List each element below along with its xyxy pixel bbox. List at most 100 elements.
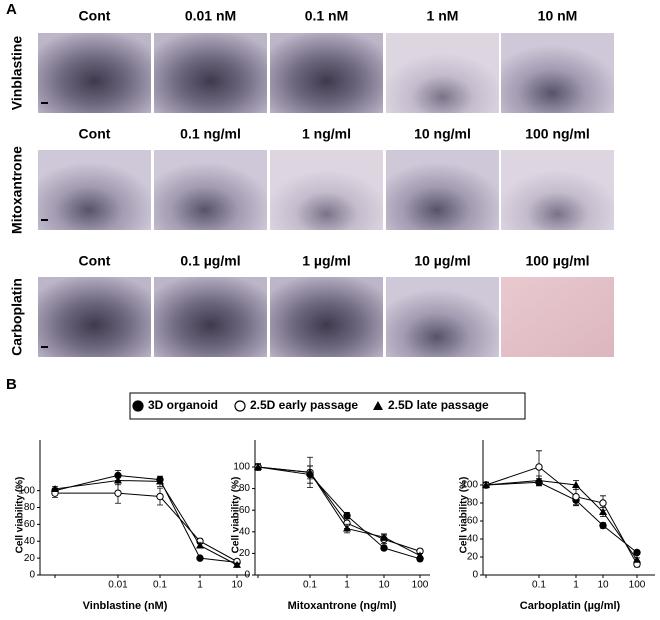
micrograph [386,150,499,230]
panel-label: A [6,1,17,18]
column-header: 10 ng/ml [414,126,471,142]
legend-label: 2.5D early passage [250,398,358,412]
x-tick-label: 1 [197,580,203,591]
data-point [196,554,204,562]
column-header: 100 µg/ml [525,253,589,269]
column-header: 10 nM [538,8,578,24]
y-tick-label: 0 [472,570,478,581]
x-tick-label: 1 [573,580,579,591]
data-point [599,499,607,507]
micrograph [501,150,614,230]
column-header: Cont [79,253,111,269]
data-point [633,555,641,563]
data-point [114,476,122,484]
micrograph [386,277,499,357]
data-point [599,508,607,515]
y-tick-label: 0 [29,570,35,581]
y-tick-label: 20 [239,548,251,559]
legend-marker [234,400,246,412]
y-tick-label: 40 [467,534,479,545]
column-header: 1 nM [427,8,459,24]
x-tick-label: 100 [629,580,646,591]
data-point [114,489,122,497]
column-header: 100 ng/ml [525,126,590,142]
data-point [535,463,543,471]
column-header: 0.1 µg/ml [180,253,240,269]
micrograph [386,33,499,113]
data-point [535,476,543,484]
x-axis-title: Vinblastine (nM) [83,600,168,612]
y-tick-label: 100 [461,480,478,491]
data-point [599,521,607,530]
legend-label: 3D organoid [148,398,218,412]
y-tick-label: 60 [239,505,251,516]
x-axis-title: Carboplatin (µg/ml) [520,600,621,612]
series-line [485,466,638,565]
micrograph [501,33,614,113]
data-point [380,533,388,541]
column-header: 1 ng/ml [302,126,351,142]
micrograph [38,277,151,357]
x-tick-label: 0.1 [303,580,317,591]
column-header: 0.1 ng/ml [180,126,241,142]
data-point [306,468,314,476]
y-tick-label: 100 [233,462,250,473]
y-tick-label: 20 [24,553,36,564]
y-axis-title: Cell viability (%) [15,477,26,554]
series-line [257,466,421,552]
column-header: 0.01 nM [185,8,236,24]
series-line [257,466,421,557]
column-header: 10 µg/ml [414,253,470,269]
micrograph [270,150,383,230]
micrograph [501,277,614,357]
micrograph [154,33,267,113]
legend-marker [373,401,383,410]
series-line [55,492,238,562]
data-point [572,481,580,488]
data-point [196,541,204,549]
y-tick-label: 40 [239,526,251,537]
micrograph [270,277,383,357]
y-axis-title: Cell viability (%) [459,477,470,554]
column-header: 0.1 nM [305,8,349,24]
x-tick-label: 0.01 [108,580,128,591]
legend-marker [132,400,144,412]
data-point [254,463,262,470]
y-tick-label: 80 [24,502,36,513]
data-point [233,560,241,568]
x-tick-label: 10 [597,580,609,591]
row-label: Vinblastine [9,36,25,111]
x-tick-label: 10 [378,580,390,591]
column-header: 1 µg/ml [302,253,351,269]
y-tick-label: 80 [239,483,251,494]
data-point [482,481,490,488]
row-label: Carboplatin [9,278,25,356]
x-tick-label: 0.1 [153,580,167,591]
y-tick-label: 80 [467,498,479,509]
panel-label: B [6,376,17,393]
micrograph [270,33,383,113]
data-point [156,492,164,501]
data-point [343,524,351,532]
y-tick-label: 40 [24,536,36,547]
legend-label: 2.5D late passage [388,398,489,412]
micrograph [154,277,267,357]
data-point [633,548,641,557]
data-point [572,493,580,501]
column-header: Cont [79,126,111,142]
y-tick-label: 60 [24,519,36,530]
data-point [156,477,164,485]
micrograph [38,150,151,230]
micrograph [38,33,151,113]
x-tick-label: 1 [344,580,350,591]
y-tick-label: 0 [244,570,250,581]
y-tick-label: 100 [18,485,35,496]
column-header: Cont [79,8,111,24]
data-point [51,484,59,492]
y-axis-title: Cell viability (%) [231,477,242,554]
data-point [380,544,388,552]
x-tick-label: 10 [231,580,243,591]
series-line [485,481,638,553]
